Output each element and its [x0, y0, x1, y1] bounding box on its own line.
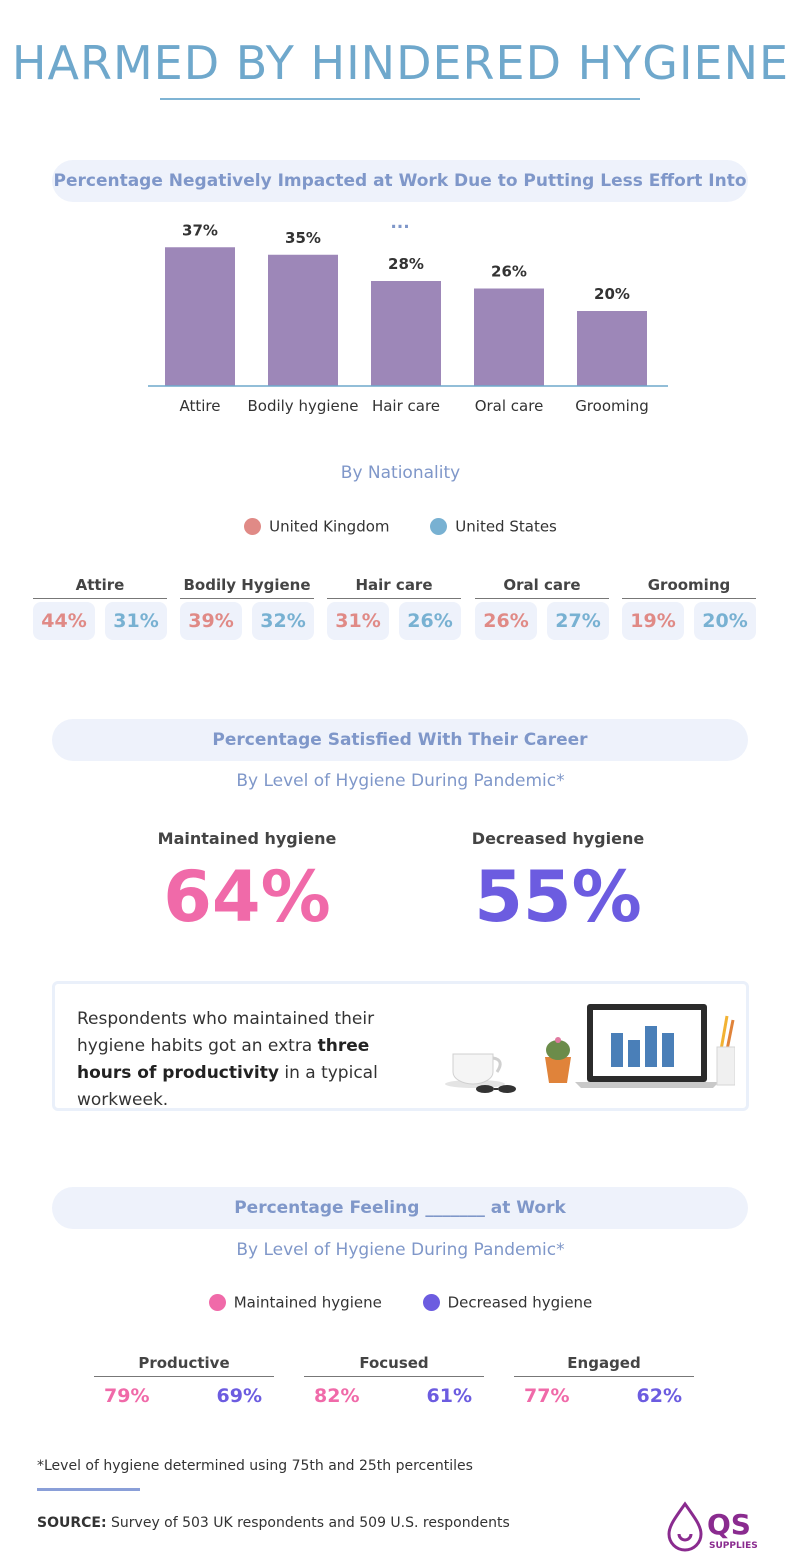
nationality-group-label: Hair care	[327, 576, 461, 599]
feeling-group-label: Productive	[94, 1354, 274, 1377]
legend-item-uk: United Kingdom	[244, 517, 390, 536]
maintained-value: 82%	[314, 1385, 360, 1407]
us-value: 27%	[547, 602, 609, 640]
legend-label-decreased: Decreased hygiene	[447, 1293, 593, 1312]
section-heading-impact: Percentage Negatively Impacted at Work D…	[52, 160, 748, 233]
uk-value: 31%	[327, 602, 389, 640]
us-value: 26%	[399, 602, 461, 640]
uk-value: 26%	[475, 602, 537, 640]
callout-text-post: in a typical workweek.	[77, 1063, 378, 1110]
impact-bar-chart: 37% Attire 35% Bodily hygiene 28% Hair care 26…	[148, 221, 668, 415]
hygiene-legend: Maintained hygiene Decreased hygiene	[0, 1293, 801, 1312]
category-tick-label: Hair care	[372, 397, 440, 415]
feeling-group-engaged: Engaged 77% 62%	[514, 1354, 694, 1415]
bar-value-label: 35%	[285, 229, 321, 247]
us-value: 20%	[694, 602, 756, 640]
legend-item-decreased: Decreased hygiene	[422, 1293, 593, 1312]
laptop-icon	[575, 1004, 719, 1088]
us-value: 31%	[105, 602, 167, 640]
logo-text: QS	[707, 1508, 751, 1541]
nationality-group-label: Oral care	[475, 576, 609, 599]
legend-label-uk: United Kingdom	[269, 517, 390, 536]
coffee-cup-icon	[445, 1053, 505, 1088]
droplet-icon	[667, 1501, 703, 1552]
feeling-group-label: Focused	[304, 1354, 484, 1377]
nationality-group-oral-care: Oral care 26% 27%	[475, 576, 609, 642]
logo-subtext: SUPPLIES	[709, 1541, 758, 1551]
qs-supplies-logo: QS SUPPLIES	[667, 1501, 758, 1552]
bar-value-label: 20%	[594, 285, 630, 303]
uk-value: 19%	[622, 602, 684, 640]
callout-text-pre: Respondents who maintained their hygiene…	[77, 1009, 375, 1056]
nationality-group-hair-care: Hair care 31% 26%	[327, 576, 461, 642]
source-label: SOURCE:	[37, 1515, 107, 1531]
nationality-legend: United Kingdom United States	[0, 517, 801, 536]
legend-dot-maintained	[208, 1294, 226, 1312]
section-heading-feeling: Percentage Feeling _______ at Work	[52, 1187, 748, 1229]
feeling-subheading: By Level of Hygiene During Pandemic*	[236, 1240, 565, 1260]
category-tick-label: Attire	[180, 397, 221, 415]
bar-bodily-hygiene	[268, 254, 338, 386]
bar-hair-care	[371, 281, 441, 386]
nationality-group-bodily-hygiene: Bodily Hygiene 39% 32%	[180, 576, 314, 642]
legend-label-us: United States	[455, 517, 557, 536]
decreased-hygiene-label: Decreased hygiene	[471, 829, 645, 848]
callout-text-bold: three hours of productivity	[77, 1036, 370, 1083]
nationality-group-attire: Attire 44% 31%	[33, 576, 167, 642]
nationality-group-grooming: Grooming 19% 20%	[622, 576, 756, 642]
category-tick-label: Bodily hygiene	[247, 397, 358, 415]
bar-grooming	[577, 311, 647, 386]
nationality-subheading: By Nationality	[340, 463, 461, 483]
page-title: HARMED BY HINDERED HYGIENE	[11, 36, 790, 90]
maintained-value: 77%	[524, 1385, 570, 1407]
potted-plant-icon	[545, 1037, 571, 1083]
legend-dot-uk	[244, 518, 262, 536]
career-subheading: By Level of Hygiene During Pandemic*	[236, 771, 565, 791]
productivity-callout: Respondents who maintained their hygiene…	[52, 981, 749, 1111]
bar-oral-care	[474, 288, 544, 386]
bar-attire	[165, 247, 235, 386]
section-heading-career: Percentage Satisfied With Their Career	[52, 719, 748, 761]
title-underline	[160, 98, 640, 100]
source-line: SOURCE: Survey of 503 UK respondents and…	[37, 1515, 510, 1531]
footer-divider	[37, 1488, 140, 1491]
decreased-value: 61%	[426, 1385, 472, 1407]
nationality-group-label: Grooming	[622, 576, 756, 599]
feeling-group-label: Engaged	[514, 1354, 694, 1377]
maintained-hygiene-value: 64%	[163, 856, 331, 938]
callout-text: Respondents who maintained their hygiene…	[77, 1006, 427, 1114]
bar-value-label: 28%	[388, 255, 424, 273]
maintained-hygiene-label: Maintained hygiene	[157, 829, 337, 848]
uk-value: 44%	[33, 602, 95, 640]
footnote: *Level of hygiene determined using 75th …	[37, 1458, 473, 1474]
feeling-group-focused: Focused 82% 61%	[304, 1354, 484, 1415]
nationality-group-label: Attire	[33, 576, 167, 599]
feeling-group-productive: Productive 79% 69%	[94, 1354, 274, 1415]
legend-dot-decreased	[422, 1294, 440, 1312]
desk-illustration	[445, 1004, 735, 1093]
bar-value-label: 37%	[182, 221, 218, 239]
glasses-icon	[476, 1085, 516, 1093]
decreased-value: 62%	[636, 1385, 682, 1407]
decreased-value: 69%	[216, 1385, 262, 1407]
pencil-cup-icon	[716, 1015, 735, 1086]
legend-label-maintained: Maintained hygiene	[233, 1293, 382, 1312]
legend-item-maintained: Maintained hygiene	[208, 1293, 382, 1312]
maintained-value: 79%	[104, 1385, 150, 1407]
uk-value: 39%	[180, 602, 242, 640]
nationality-group-label: Bodily Hygiene	[180, 576, 314, 599]
category-tick-label: Oral care	[475, 397, 544, 415]
bar-value-label: 26%	[491, 263, 527, 281]
us-value: 32%	[252, 602, 314, 640]
legend-dot-us	[430, 518, 448, 536]
source-text: Survey of 503 UK respondents and 509 U.S…	[106, 1515, 510, 1531]
legend-item-us: United States	[430, 517, 557, 536]
category-tick-label: Grooming	[575, 397, 649, 415]
decreased-hygiene-value: 55%	[474, 856, 642, 938]
